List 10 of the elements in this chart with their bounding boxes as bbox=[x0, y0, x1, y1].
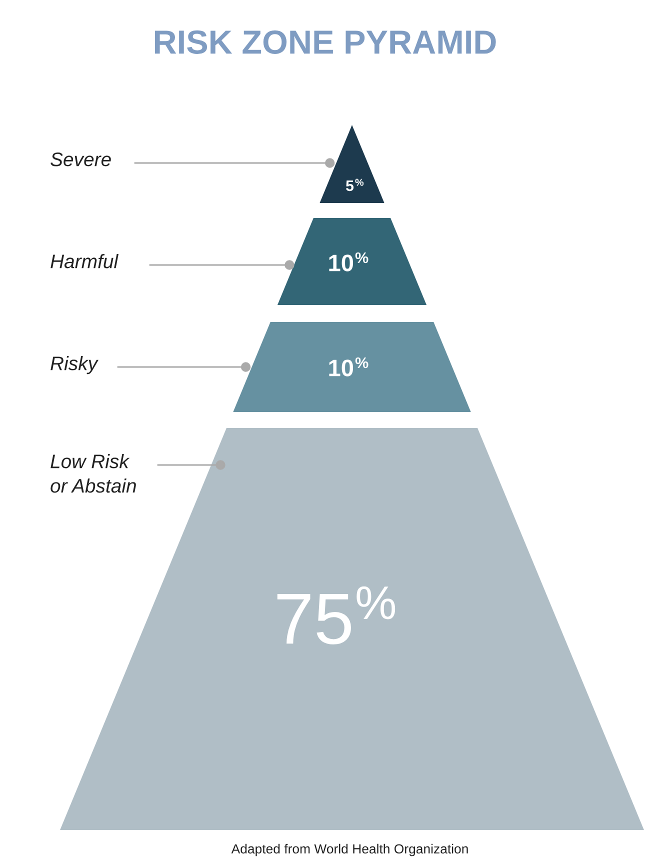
category-label: Low Risk or Abstain bbox=[50, 454, 136, 493]
category-label: Risky bbox=[50, 356, 99, 374]
category-label: Harmful bbox=[50, 254, 119, 268]
data-label: 10% bbox=[329, 357, 368, 376]
text: RISK ZONE PYRAMID bbox=[154, 30, 496, 54]
text: Adapted from World Health Organization bbox=[231, 844, 468, 856]
data-label: 75% bbox=[277, 586, 396, 644]
data-label: 10% bbox=[329, 252, 368, 272]
category-label: Severe bbox=[50, 152, 111, 166]
data-label: 5% bbox=[346, 178, 364, 192]
